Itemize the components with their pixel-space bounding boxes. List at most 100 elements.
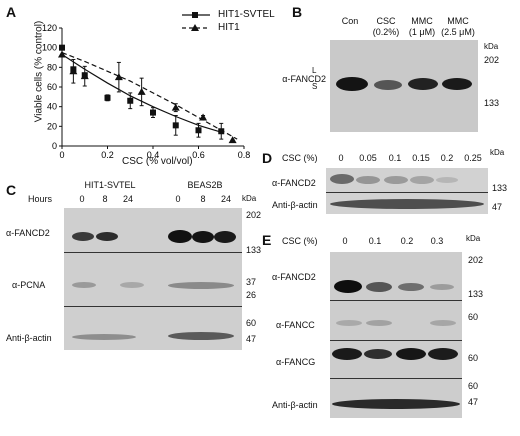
data-point-square: [104, 94, 111, 101]
marker-47: 47: [468, 397, 479, 407]
legend-square-marker: [192, 12, 198, 18]
panel-b-label: B: [292, 4, 303, 20]
marker-202: 202: [468, 255, 484, 265]
row-fancg: α-FANCG: [276, 357, 316, 367]
panel-a-chart: 0 0.2 0.4 0.6 0.8 0 20 40 60 80 100 120: [42, 23, 250, 160]
marker-60: 60: [468, 312, 479, 322]
band: [428, 348, 458, 360]
data-point-triangle: [171, 103, 180, 111]
row-actin: Anti-β-actin: [272, 200, 318, 210]
hour-24: 24: [220, 194, 231, 204]
band: [168, 282, 234, 289]
band: [214, 231, 236, 243]
y-tick-label: 0: [52, 141, 57, 151]
lane-mmc2: MMC: [447, 16, 469, 26]
data-point-triangle: [69, 67, 78, 75]
band: [396, 348, 426, 360]
band: [410, 176, 434, 184]
band: [398, 283, 424, 291]
marker-60: 60: [246, 318, 257, 328]
y-tick-label: 60: [47, 82, 57, 92]
band: [364, 349, 392, 359]
row-fancd2: α-FANCD2: [272, 178, 316, 188]
dose: 0: [338, 153, 344, 163]
marker-133: 133: [468, 289, 484, 299]
data-point-triangle: [58, 50, 66, 58]
y-tick-label: 40: [47, 102, 57, 112]
y-tick-label: 120: [42, 23, 57, 33]
dose: 0.2: [440, 153, 454, 163]
x-tick-label: 0.4: [147, 150, 160, 160]
dose: 0.2: [400, 236, 414, 246]
band: [330, 199, 484, 209]
panel-c-blot: [64, 208, 242, 350]
marker-133: 133: [484, 98, 500, 108]
panel-a-label: A: [6, 4, 17, 20]
dose: 0.05: [359, 153, 377, 163]
y-tick-label: 20: [47, 121, 57, 131]
marker-60: 60: [468, 353, 479, 363]
band-S-label: S: [312, 82, 318, 91]
row-pcna: α-PCNA: [12, 280, 46, 290]
x-tick-label: 0: [59, 150, 64, 160]
row-actin: Anti-β-actin: [6, 333, 52, 343]
band: [72, 232, 94, 241]
band: [442, 78, 472, 90]
row-fancd2: α-FANCD2: [272, 272, 316, 282]
legend-entry-2: HIT1: [218, 22, 240, 33]
data-point-triangle: [228, 136, 237, 144]
panel-b-kda: kDa: [484, 42, 499, 51]
marker-202: 202: [246, 210, 262, 220]
hour-0: 0: [175, 194, 181, 204]
marker-60: 60: [468, 381, 479, 391]
marker-37: 37: [246, 277, 257, 287]
data-point-square: [172, 122, 179, 129]
panel-d-blot: [326, 168, 488, 214]
band: [336, 77, 368, 91]
band: [430, 284, 454, 290]
band: [366, 282, 392, 292]
panel-e-kda: kDa: [466, 234, 481, 243]
band: [330, 174, 354, 184]
data-point-square: [218, 128, 225, 135]
dose: 0.1: [388, 153, 402, 163]
data-point-triangle: [80, 72, 89, 80]
band: [192, 231, 214, 243]
marker-202: 202: [484, 55, 500, 65]
y-tick-label: 100: [42, 43, 57, 53]
band: [408, 78, 438, 90]
panel-d-label: D: [262, 150, 273, 166]
row-actin: Anti-β-actin: [272, 400, 318, 410]
band: [366, 320, 392, 326]
panel-c-label: C: [6, 182, 17, 198]
legend-entry-1: HIT1-SVTEL: [218, 9, 275, 20]
band: [332, 348, 362, 360]
lane-mmc1: MMC: [411, 16, 433, 26]
panel-c-kda: kDa: [242, 194, 257, 203]
csc-label: CSC (%): [282, 236, 318, 246]
marker-133: 133: [492, 183, 508, 193]
legend-triangle-marker: [191, 24, 199, 31]
dose: 0.25: [464, 153, 482, 163]
x-tick-label: 0.6: [192, 150, 205, 160]
dose: 0.3: [430, 236, 444, 246]
dose: 0.15: [412, 153, 430, 163]
panel-b-antibody: α-FANCD2: [282, 74, 326, 84]
marker-26: 26: [246, 290, 257, 300]
row-fancc: α-FANCC: [276, 320, 315, 330]
marker-133: 133: [246, 245, 262, 255]
panel-e-blot: [330, 252, 462, 418]
x-tick-label: 0.2: [101, 150, 114, 160]
fit-line-dashed: [61, 52, 238, 140]
band: [168, 332, 234, 340]
data-point-square: [127, 97, 134, 104]
band: [334, 280, 362, 293]
csc-label: CSC (%): [282, 153, 318, 163]
x-tick-label: 0.8: [238, 150, 250, 160]
lane-csc-sub: (0.2%): [372, 27, 400, 37]
data-point-square: [150, 109, 156, 116]
lane-csc: CSC: [376, 16, 396, 26]
band: [332, 399, 460, 409]
data-point-square: [195, 127, 202, 134]
band: [356, 176, 380, 184]
